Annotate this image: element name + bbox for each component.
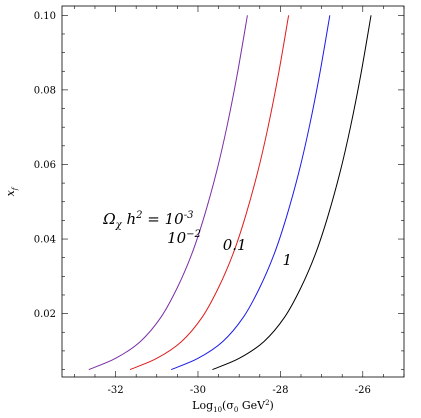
x-axis-label-end: ) [270,399,274,412]
x-tick-label: -30 [190,385,206,396]
y-tick-label: 0.06 [34,160,56,171]
series-annotation-1: 10−2 [167,229,201,247]
y-tick-label: 0.02 [34,309,56,320]
y-tick-label: 0.10 [34,11,56,22]
x-axis-label-log: Log [192,399,213,412]
y-axis-label-main: x [4,189,17,196]
plot-frame [61,5,405,378]
x-axis-label-sub2: 0 [234,406,238,414]
series-annotation-0: Ωχ h2 = 10-3 [102,210,193,231]
series-annotation-2: 0.1 [223,236,247,254]
x-axis-label-sub: 10 [213,406,222,414]
axis-ticks: -32 -30 -28 -26 0.02 0.04 0.06 0.08 0.10 [34,6,405,396]
annotations: Ωχ h2 = 10-310−2 0.1 1 [102,210,292,269]
series-line-2 [171,15,331,371]
y-axis-label: xf [4,186,19,196]
y-tick-label: 0.08 [34,85,56,96]
x-axis-label-unit: GeV [238,399,266,412]
x-axis-label: Log10(σ0 GeV2) [192,399,274,414]
x-axis-label-mid: (σ [222,399,234,412]
x-axis-label-sup: 2 [265,399,269,407]
x-tick-label: -26 [355,385,371,396]
x-tick-label: -28 [272,385,288,396]
series-line-3 [212,15,372,371]
series-group [88,15,372,371]
series-line-1 [129,15,290,371]
series-line-0 [88,15,248,371]
series-annotation-3: 1 [282,251,292,269]
x-tick-label: -32 [108,385,124,396]
y-tick-label: 0.04 [34,235,56,246]
y-axis-label-sub: f [11,186,19,191]
